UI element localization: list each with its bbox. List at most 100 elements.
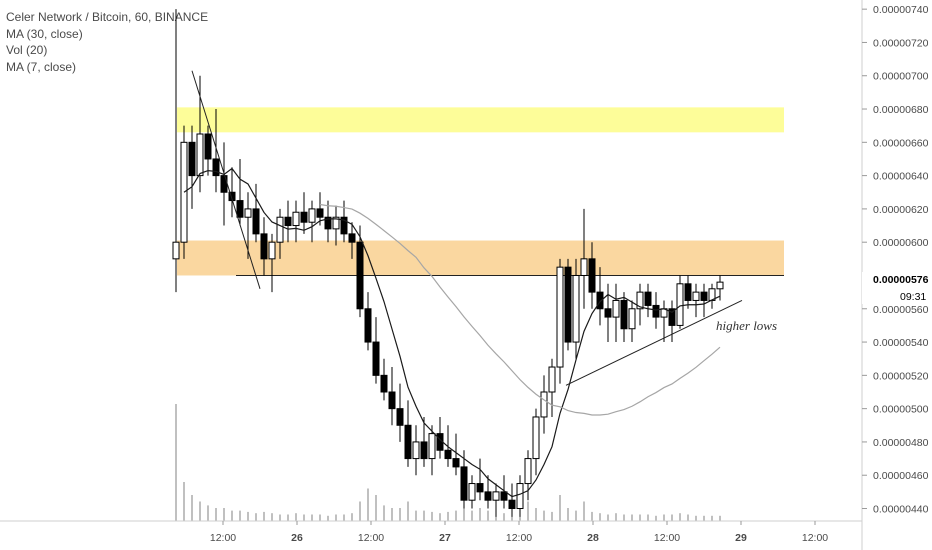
candle [476, 458, 484, 501]
candle [172, 9, 180, 293]
candle-body [300, 211, 308, 223]
candle-body [284, 216, 292, 227]
candle-body [404, 424, 412, 460]
volume-bar [199, 501, 201, 521]
candle-body [372, 341, 380, 376]
x-tick-label: 12:00 [802, 532, 828, 544]
candle-body [316, 208, 324, 218]
candle-body [220, 175, 228, 193]
candle [332, 205, 340, 246]
volume-bar [471, 510, 473, 521]
volume-bar [495, 513, 497, 521]
volume-bar [279, 514, 281, 521]
y-tick-label: 0.00000560 [873, 304, 929, 316]
volume-bar [295, 513, 297, 521]
volume-bar [207, 505, 209, 521]
candle-body [700, 291, 708, 301]
candle-body [388, 391, 396, 410]
candle-body [692, 291, 700, 301]
y-tick-label: 0.00000660 [873, 137, 929, 149]
candle [308, 200, 316, 243]
trendline-down [191, 70, 261, 289]
y-tick-label: 0.00000460 [873, 470, 929, 482]
y-axis-ticks: 0.00000740 0.00000720 0.00000700 0.00000680… [862, 4, 929, 516]
candle-body [204, 133, 212, 160]
legend-ma7: MA (7, close) [6, 59, 77, 74]
candle-body [604, 308, 612, 318]
candle-body [468, 483, 476, 501]
volume-bar [639, 514, 641, 521]
candle [372, 317, 380, 384]
x-tick-label: 12:00 [210, 532, 236, 544]
price-badge: 0.00000576 09:31 [862, 272, 932, 304]
annotation-higher-lows: higher lows [716, 318, 777, 333]
chart-legend: Celer Network / Bitcoin, 60, BINANCE MA … [6, 9, 208, 75]
candle [684, 275, 692, 309]
price-badge-value: 0.00000576 [873, 274, 929, 286]
candle-body [252, 208, 260, 235]
candle-body [596, 291, 604, 310]
candle-body [196, 133, 204, 177]
candle [556, 258, 564, 384]
candle-body [628, 308, 636, 330]
volume-bar [191, 495, 193, 521]
volume-bar [423, 510, 425, 521]
candle-body [716, 281, 724, 290]
volume-bar [439, 513, 441, 521]
candle [316, 192, 324, 226]
candle-body [364, 308, 372, 343]
candle [404, 400, 412, 467]
volume-bar [607, 514, 609, 521]
y-tick-label: 0.00000540 [873, 337, 929, 349]
candle [388, 367, 396, 426]
candle-body [620, 299, 628, 330]
candle-body [412, 441, 420, 460]
candle [428, 425, 436, 476]
candle-body [644, 291, 652, 306]
candle [492, 483, 500, 517]
volume-bar [239, 510, 241, 521]
volume-bar [319, 514, 321, 521]
candle [364, 292, 372, 351]
candle-body [540, 391, 548, 418]
candle-body [588, 258, 596, 293]
candle [236, 158, 244, 226]
legend-volume: Vol (20) [6, 43, 48, 57]
candle [268, 233, 276, 293]
zone-support-resistance [177, 240, 784, 276]
candle-body [484, 491, 492, 501]
volume-bar [695, 515, 697, 521]
volume-bar [383, 505, 385, 521]
candle [572, 258, 580, 359]
trendline-higher-lows [565, 299, 743, 386]
candle [692, 283, 700, 318]
candle [396, 383, 404, 442]
legend-ma30: MA (30, close) [6, 26, 83, 41]
y-tick-label: 0.00000500 [873, 404, 929, 416]
candle-body [652, 304, 660, 318]
y-tick-label: 0.00000720 [873, 37, 929, 49]
candle [548, 358, 556, 417]
volume-bar [543, 510, 545, 521]
volume-bar [575, 510, 577, 521]
legend-title: Celer Network / Bitcoin, 60, BINANCE [6, 10, 209, 24]
candle [620, 292, 628, 343]
y-tick-label: 0.00000740 [873, 4, 929, 16]
candle-body [564, 266, 572, 343]
candle-body [476, 483, 484, 493]
candle-body [580, 258, 588, 276]
candle [260, 217, 268, 276]
candle-body [556, 266, 564, 368]
candle-body [308, 208, 316, 223]
volume-bar [175, 404, 177, 521]
candle-body [516, 483, 524, 510]
candle-body [500, 491, 508, 501]
candle-body [428, 433, 436, 460]
candle-body [676, 283, 684, 326]
candle [452, 433, 460, 476]
volume-bar [447, 511, 449, 521]
candle [188, 125, 196, 209]
candle [588, 242, 596, 309]
candle [580, 208, 588, 309]
